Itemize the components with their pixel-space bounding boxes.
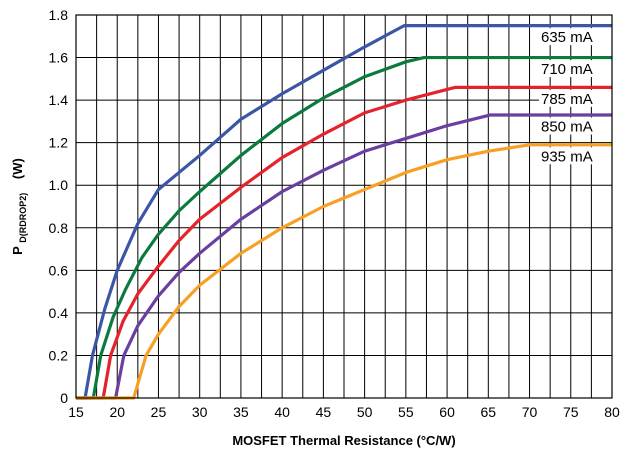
- y-tick-label: 0.4: [49, 305, 69, 321]
- series-line-3: [76, 85, 612, 400]
- series-label-background: [539, 117, 613, 135]
- y-axis-title-subscript: D(RDROP2): [18, 193, 28, 243]
- y-axis-title-unit: (W): [10, 158, 25, 179]
- x-tick-label: 45: [316, 404, 332, 420]
- x-tick-label: 35: [233, 404, 249, 420]
- series-labels: 635 mA 710 mA 785 mA 850 mA 935 mA: [539, 28, 613, 165]
- y-axis-title-main: P: [10, 246, 25, 255]
- x-tick-label: 15: [68, 404, 84, 420]
- y-tick-label: 1.8: [49, 7, 69, 23]
- series-line-1: [76, 24, 612, 400]
- x-axis-ticks: 15 20 25 30 35 40 45 50 55 60 65 70 75 80: [68, 404, 620, 420]
- x-tick-label: 75: [563, 404, 579, 420]
- y-tick-label: 0.8: [49, 220, 69, 236]
- y-tick-label: 1.2: [49, 135, 69, 151]
- series-line-5: [76, 143, 612, 400]
- y-tick-label: 0.6: [49, 262, 69, 278]
- x-tick-label: 70: [522, 404, 538, 420]
- plot-frame: [75, 14, 613, 399]
- x-tick-label: 25: [151, 404, 167, 420]
- y-tick-label: 1.4: [49, 92, 69, 108]
- series-label-background: [539, 89, 613, 107]
- series-label-3: 785 mA: [541, 91, 593, 108]
- x-tick-label: 55: [398, 404, 414, 420]
- x-tick-label: 65: [481, 404, 497, 420]
- y-tick-label: 1.0: [49, 177, 69, 193]
- y-tick-label: 0.2: [49, 347, 69, 363]
- series-label-1: 635 mA: [541, 29, 593, 46]
- y-tick-label: 0: [60, 390, 68, 406]
- x-tick-label: 40: [274, 404, 290, 420]
- series-label-5: 935 mA: [541, 148, 593, 165]
- series-label-background: [539, 147, 613, 165]
- x-tick-label: 20: [109, 404, 125, 420]
- series-label-2: 710 mA: [541, 61, 593, 78]
- y-tick-label: 1.6: [49, 50, 69, 66]
- x-tick-label: 80: [604, 404, 620, 420]
- series-label-background: [539, 60, 613, 78]
- series-label-4: 850 mA: [541, 119, 593, 136]
- series-line-2: [76, 55, 612, 400]
- x-tick-label: 30: [192, 404, 208, 420]
- series-layer: [76, 24, 612, 400]
- x-axis-title: MOSFET Thermal Resistance (°C/W): [232, 433, 455, 448]
- y-axis-title: P D(RDROP2) (W): [10, 158, 29, 255]
- x-tick-label: 60: [439, 404, 455, 420]
- series-label-background: [539, 28, 613, 46]
- series-line-4: [76, 113, 612, 400]
- y-axis-ticks: 0 0.2 0.4 0.6 0.8 1.0 1.2 1.4 1.6 1.8: [49, 7, 69, 406]
- x-tick-label: 50: [357, 404, 373, 420]
